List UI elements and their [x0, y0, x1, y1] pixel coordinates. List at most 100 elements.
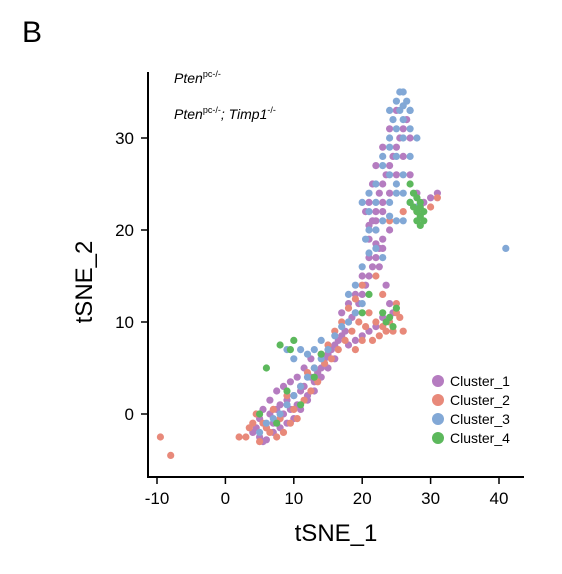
data-point	[262, 364, 270, 372]
series-cluster-4	[256, 180, 428, 427]
data-point	[358, 263, 366, 271]
data-point	[372, 254, 380, 262]
data-point	[276, 341, 284, 349]
data-point	[351, 336, 359, 344]
data-point	[348, 327, 356, 335]
data-point	[406, 198, 414, 206]
data-point	[358, 336, 366, 344]
data-point	[406, 134, 414, 142]
data-point	[399, 134, 407, 142]
data-point	[399, 116, 407, 124]
data-point	[276, 410, 284, 418]
data-point	[256, 410, 264, 418]
data-point	[245, 424, 253, 432]
data-point	[379, 143, 387, 151]
x-tick-label: 20	[353, 489, 372, 508]
data-point	[273, 419, 281, 427]
genotype-2-main: Pten	[174, 106, 203, 122]
data-point	[379, 180, 387, 188]
y-tick-label: 20	[115, 221, 134, 240]
data-point	[413, 134, 421, 142]
data-point	[331, 332, 339, 340]
data-point	[379, 244, 387, 252]
data-point	[386, 226, 394, 234]
data-point	[386, 125, 394, 133]
data-point	[358, 300, 366, 308]
data-point	[379, 162, 387, 170]
data-point	[396, 88, 404, 96]
data-point	[379, 208, 387, 216]
genotype-1-main: Pten	[174, 70, 203, 86]
x-tick-label: 0	[221, 489, 230, 508]
data-point	[382, 281, 390, 289]
data-point	[303, 373, 312, 381]
data-point	[365, 198, 373, 206]
data-point	[256, 438, 264, 446]
data-point	[351, 346, 359, 354]
panel-label: B	[22, 16, 42, 49]
data-point	[355, 318, 363, 326]
data-point	[379, 254, 387, 262]
data-point	[399, 208, 407, 216]
genotype-2-rest-sup: -/-	[267, 105, 276, 115]
data-point	[399, 102, 407, 110]
data-point	[290, 392, 298, 400]
data-point	[427, 194, 435, 202]
data-point	[273, 387, 281, 395]
data-point	[276, 401, 284, 409]
x-tick-label: 40	[490, 489, 509, 508]
data-point	[358, 198, 366, 206]
data-point	[317, 350, 325, 358]
data-point	[286, 419, 294, 427]
data-point	[317, 336, 325, 344]
data-point	[338, 309, 346, 317]
genotype-annotation-2: Ptenpc-/-; Timp1-/-	[174, 105, 276, 122]
data-point	[372, 208, 380, 216]
data-point	[372, 244, 380, 252]
data-point	[399, 152, 407, 160]
data-point	[372, 217, 380, 225]
legend-label: Cluster_2	[450, 392, 510, 408]
data-point	[392, 171, 400, 179]
data-point	[386, 143, 394, 151]
data-point	[283, 387, 291, 395]
data-points	[156, 88, 510, 459]
data-point	[290, 405, 298, 413]
data-point	[399, 327, 407, 335]
data-point	[406, 180, 414, 188]
data-point	[365, 249, 373, 257]
genotype-1-sup: pc-/-	[203, 69, 221, 79]
data-point	[262, 436, 270, 444]
data-point	[416, 221, 424, 229]
data-point	[365, 226, 373, 234]
data-point	[365, 189, 373, 197]
data-point	[392, 143, 400, 151]
data-point	[392, 217, 400, 225]
data-point	[382, 327, 390, 335]
data-point	[502, 244, 510, 252]
data-point	[372, 162, 380, 170]
x-tick-label: -10	[145, 489, 170, 508]
x-tick-label: 30	[421, 489, 440, 508]
data-point	[303, 350, 312, 358]
data-point	[392, 180, 400, 188]
data-point	[286, 346, 294, 354]
data-point	[392, 125, 400, 133]
data-point	[392, 97, 400, 105]
x-axis-title: tSNE_1	[295, 520, 378, 547]
data-point	[389, 116, 397, 124]
data-point	[392, 152, 400, 160]
data-point	[293, 373, 301, 381]
data-point	[386, 198, 394, 206]
data-point	[307, 387, 315, 395]
data-point	[242, 433, 250, 441]
legend-swatch	[432, 432, 444, 444]
y-tick-label: 10	[115, 313, 134, 332]
data-point	[368, 336, 377, 344]
data-point	[416, 203, 424, 211]
series-cluster-3	[256, 88, 510, 436]
data-point	[372, 180, 380, 188]
x-axis-ticks: -10 0 10 20 30 40	[145, 477, 509, 508]
y-tick-label: 30	[115, 129, 134, 148]
data-point	[375, 332, 383, 340]
